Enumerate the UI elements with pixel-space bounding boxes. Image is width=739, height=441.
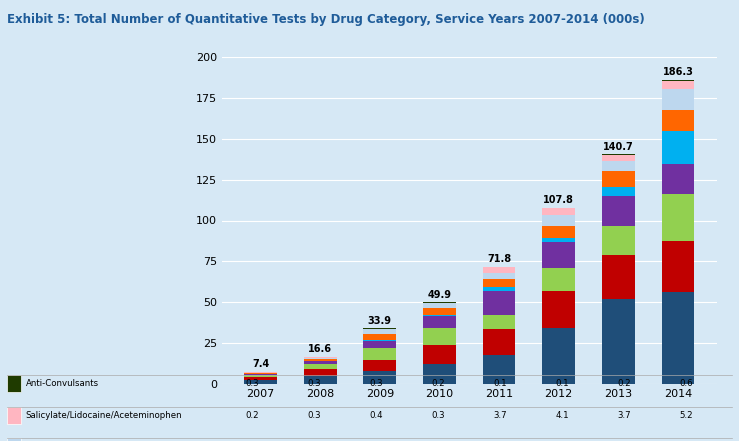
Bar xyxy=(423,364,456,384)
Bar xyxy=(542,291,575,328)
Bar xyxy=(364,341,396,348)
Bar xyxy=(483,315,516,329)
Bar xyxy=(602,161,635,172)
Bar xyxy=(364,329,396,334)
Text: 49.9: 49.9 xyxy=(427,290,452,300)
Bar xyxy=(423,315,456,316)
Text: 140.7: 140.7 xyxy=(603,142,633,152)
Bar xyxy=(364,360,396,370)
Bar xyxy=(542,238,575,242)
Bar xyxy=(542,225,575,238)
Text: 0.6: 0.6 xyxy=(679,379,692,388)
Bar xyxy=(542,328,575,384)
Text: 33.9: 33.9 xyxy=(368,316,392,326)
Bar xyxy=(661,89,695,109)
Bar xyxy=(244,377,277,381)
Text: 0.3: 0.3 xyxy=(307,411,321,420)
Bar xyxy=(602,226,635,255)
Text: 16.6: 16.6 xyxy=(308,344,333,354)
Text: 0.4: 0.4 xyxy=(370,411,384,420)
Bar xyxy=(542,242,575,268)
Text: Anti-Convulsants: Anti-Convulsants xyxy=(26,379,99,388)
Bar xyxy=(602,187,635,196)
Text: 0.2: 0.2 xyxy=(246,411,259,420)
Bar xyxy=(423,303,456,308)
Bar xyxy=(423,316,456,329)
Bar xyxy=(244,375,277,377)
Bar xyxy=(244,374,277,375)
Text: 3.7: 3.7 xyxy=(494,411,507,420)
Bar xyxy=(364,340,396,341)
Text: 5.2: 5.2 xyxy=(679,411,692,420)
Bar xyxy=(602,155,635,161)
Text: 3.7: 3.7 xyxy=(617,411,631,420)
Bar xyxy=(304,357,336,358)
Bar xyxy=(423,329,456,345)
Bar xyxy=(602,299,635,384)
Bar xyxy=(483,287,516,291)
Bar xyxy=(304,358,336,359)
Bar xyxy=(364,334,396,340)
Bar xyxy=(244,381,277,384)
Bar xyxy=(602,172,635,187)
Text: 107.8: 107.8 xyxy=(543,195,574,206)
Text: 0.2: 0.2 xyxy=(617,379,631,388)
Bar xyxy=(304,364,336,369)
Bar xyxy=(304,369,336,376)
Text: 0.1: 0.1 xyxy=(494,379,507,388)
Bar xyxy=(661,81,695,89)
Bar xyxy=(661,292,695,384)
Bar xyxy=(304,376,336,384)
Bar xyxy=(661,194,695,241)
Text: Exhibit 5: Total Number of Quantitative Tests by Drug Category, Service Years 20: Exhibit 5: Total Number of Quantitative … xyxy=(7,13,645,26)
Bar xyxy=(602,255,635,299)
Bar xyxy=(364,370,396,384)
Bar xyxy=(304,359,336,361)
Bar xyxy=(364,348,396,360)
Text: 0.3: 0.3 xyxy=(307,379,321,388)
Text: 71.8: 71.8 xyxy=(487,254,511,264)
Text: 0.1: 0.1 xyxy=(555,379,569,388)
Bar xyxy=(483,355,516,384)
Text: 4.1: 4.1 xyxy=(555,411,569,420)
Bar xyxy=(661,164,695,194)
Bar xyxy=(542,268,575,291)
Text: 0.3: 0.3 xyxy=(370,379,384,388)
Text: Salicylate/Lidocaine/Aceteminophen: Salicylate/Lidocaine/Aceteminophen xyxy=(26,411,183,420)
Bar xyxy=(483,273,516,279)
Bar xyxy=(542,215,575,225)
Bar xyxy=(423,345,456,364)
Text: 7.4: 7.4 xyxy=(252,359,269,369)
Text: 0.3: 0.3 xyxy=(432,411,445,420)
Bar xyxy=(661,79,695,81)
Text: 0.2: 0.2 xyxy=(432,379,445,388)
Bar xyxy=(483,279,516,287)
Bar xyxy=(661,109,695,131)
Bar xyxy=(661,131,695,164)
Bar xyxy=(483,267,516,273)
Bar xyxy=(423,308,456,315)
Text: 0.3: 0.3 xyxy=(246,379,259,388)
Bar xyxy=(364,328,396,329)
Bar xyxy=(602,196,635,226)
Bar xyxy=(661,241,695,292)
Bar xyxy=(244,373,277,374)
Bar xyxy=(483,329,516,355)
Bar xyxy=(483,291,516,315)
Bar xyxy=(542,208,575,215)
Bar xyxy=(304,361,336,364)
Text: 186.3: 186.3 xyxy=(662,67,693,77)
